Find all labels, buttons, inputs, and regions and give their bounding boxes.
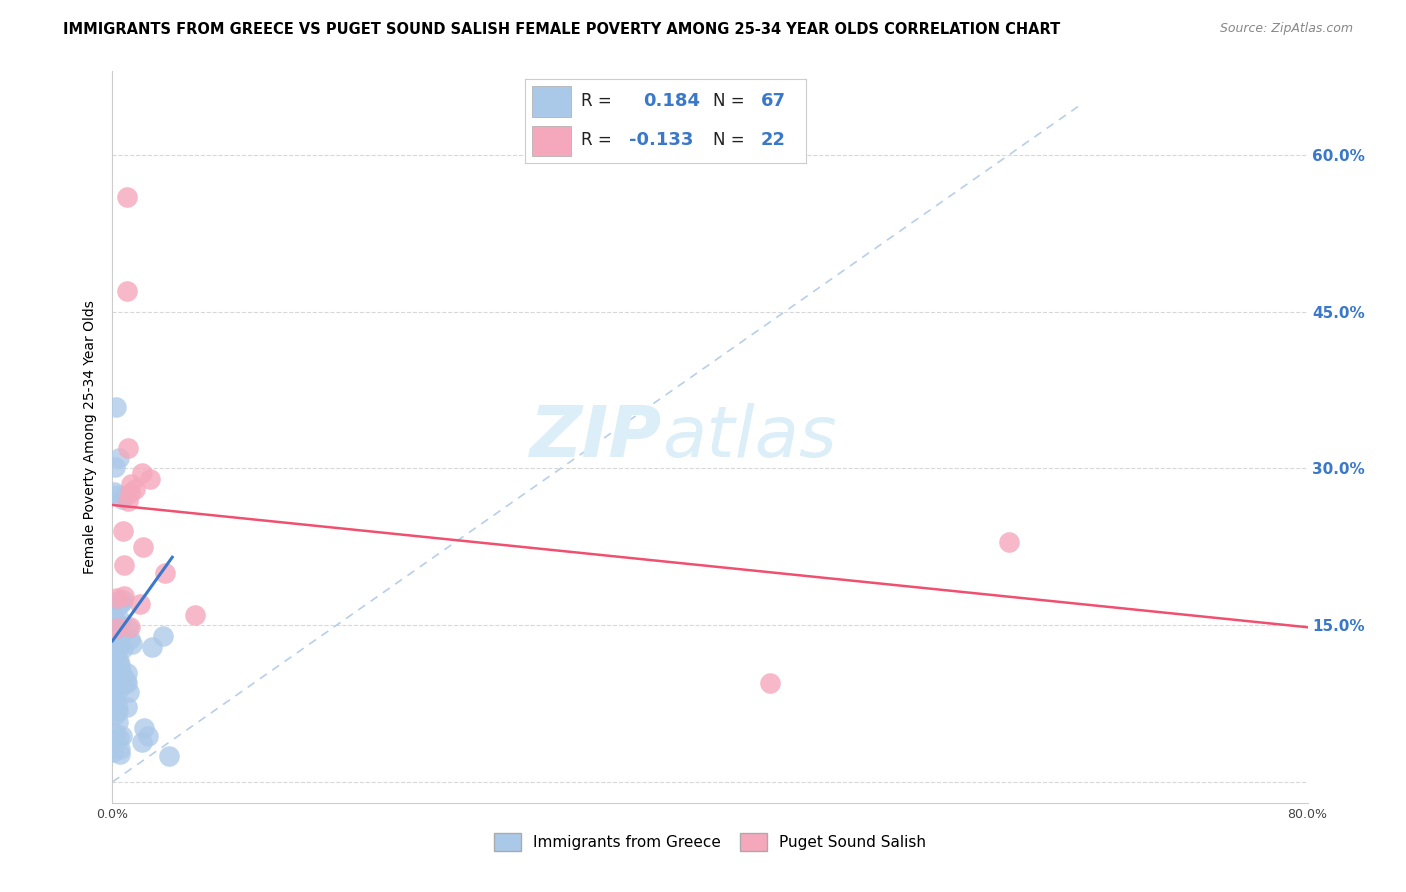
Text: atlas: atlas xyxy=(662,402,837,472)
Point xyxy=(103,607,125,622)
Point xyxy=(134,721,156,735)
Point xyxy=(111,730,134,744)
Point xyxy=(104,634,127,648)
Point xyxy=(103,606,125,620)
Point xyxy=(110,657,132,672)
Point xyxy=(104,707,127,722)
Point xyxy=(120,632,142,647)
Point xyxy=(183,607,205,622)
Point xyxy=(129,597,152,611)
Point xyxy=(103,638,125,652)
Point xyxy=(103,485,125,500)
Point xyxy=(114,674,136,689)
Point xyxy=(110,742,132,756)
Point xyxy=(103,612,125,626)
Point xyxy=(108,451,131,466)
Point xyxy=(131,734,153,748)
Point xyxy=(117,621,139,635)
Point xyxy=(114,489,136,503)
Point xyxy=(107,682,129,697)
Point xyxy=(117,493,139,508)
Legend: Immigrants from Greece, Puget Sound Salish: Immigrants from Greece, Puget Sound Sali… xyxy=(488,827,932,857)
Point xyxy=(105,594,128,608)
Point xyxy=(132,540,155,554)
Point xyxy=(110,596,132,610)
Point xyxy=(105,702,128,716)
Point xyxy=(107,618,129,632)
Point xyxy=(105,676,128,690)
Point xyxy=(104,644,127,658)
Point xyxy=(107,488,129,502)
Point xyxy=(152,629,174,643)
Point xyxy=(117,441,139,455)
Point xyxy=(121,637,143,651)
Point xyxy=(104,400,127,414)
Point xyxy=(105,697,128,711)
Point xyxy=(111,491,134,506)
Point xyxy=(153,566,176,580)
Point xyxy=(108,597,131,611)
Point xyxy=(157,749,180,764)
Point xyxy=(139,472,162,486)
Point xyxy=(111,670,134,684)
Point xyxy=(115,699,138,714)
Point xyxy=(112,589,135,603)
Point xyxy=(117,190,139,204)
Point xyxy=(107,714,129,729)
Point xyxy=(112,558,135,573)
Text: Source: ZipAtlas.com: Source: ZipAtlas.com xyxy=(1219,22,1353,36)
Point xyxy=(136,729,159,743)
Point xyxy=(103,624,125,638)
Point xyxy=(117,284,139,298)
Point xyxy=(107,620,129,634)
Point xyxy=(110,630,132,644)
Point xyxy=(107,616,129,631)
Point xyxy=(103,627,125,641)
Point xyxy=(103,745,125,759)
Point xyxy=(111,524,134,538)
Point xyxy=(131,466,153,480)
Y-axis label: Female Poverty Among 25-34 Year Olds: Female Poverty Among 25-34 Year Olds xyxy=(83,300,97,574)
Point xyxy=(105,624,128,639)
Point xyxy=(112,677,135,691)
Point xyxy=(107,704,129,718)
Point xyxy=(105,655,128,669)
Point xyxy=(105,679,128,693)
Point xyxy=(120,485,142,500)
Point xyxy=(115,676,138,690)
Point xyxy=(759,675,782,690)
Point xyxy=(108,613,131,627)
Point xyxy=(103,621,125,635)
Point xyxy=(115,666,138,681)
Point xyxy=(124,483,146,497)
Point xyxy=(118,684,141,698)
Point xyxy=(110,747,132,762)
Point xyxy=(998,534,1021,549)
Point xyxy=(105,591,128,605)
Point xyxy=(104,726,127,740)
Point xyxy=(107,731,129,745)
Point xyxy=(120,476,142,491)
Point xyxy=(104,460,127,475)
Text: ZIP: ZIP xyxy=(530,402,662,472)
Point xyxy=(108,640,131,654)
Point xyxy=(108,654,131,668)
Point xyxy=(141,640,163,654)
Point xyxy=(112,592,135,607)
Point xyxy=(104,732,127,747)
Point xyxy=(112,641,135,656)
Point xyxy=(104,675,127,690)
Point xyxy=(104,702,127,716)
Text: IMMIGRANTS FROM GREECE VS PUGET SOUND SALISH FEMALE POVERTY AMONG 25-34 YEAR OLD: IMMIGRANTS FROM GREECE VS PUGET SOUND SA… xyxy=(63,22,1060,37)
Point xyxy=(118,620,141,634)
Point xyxy=(107,673,129,687)
Point xyxy=(103,694,125,708)
Point xyxy=(105,621,128,635)
Point xyxy=(111,666,134,681)
